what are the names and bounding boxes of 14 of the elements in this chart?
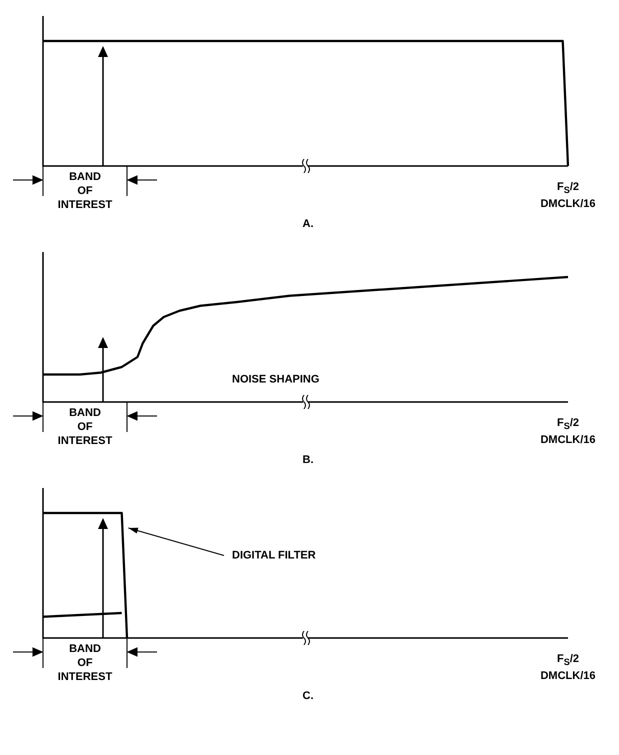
text: BAND OF INTEREST [56,642,114,684]
text: DMCLK/16 [539,197,596,212]
text: F$_{S}$/2 [556,652,580,670]
text: C. [302,690,314,702]
annotation: NOISE SHAPING [232,374,320,386]
text: DMCLK/16 [539,669,596,684]
text: BAND OF INTEREST [56,170,114,212]
text: DMCLK/16 [539,433,596,448]
text: BAND OF INTEREST [56,406,114,448]
annotation: DIGITAL FILTER [232,550,316,562]
text: A. [302,218,314,230]
text: B. [302,454,314,466]
text: F$_{S}$/2 [556,180,580,198]
text: F$_{S}$/2 [556,416,580,434]
